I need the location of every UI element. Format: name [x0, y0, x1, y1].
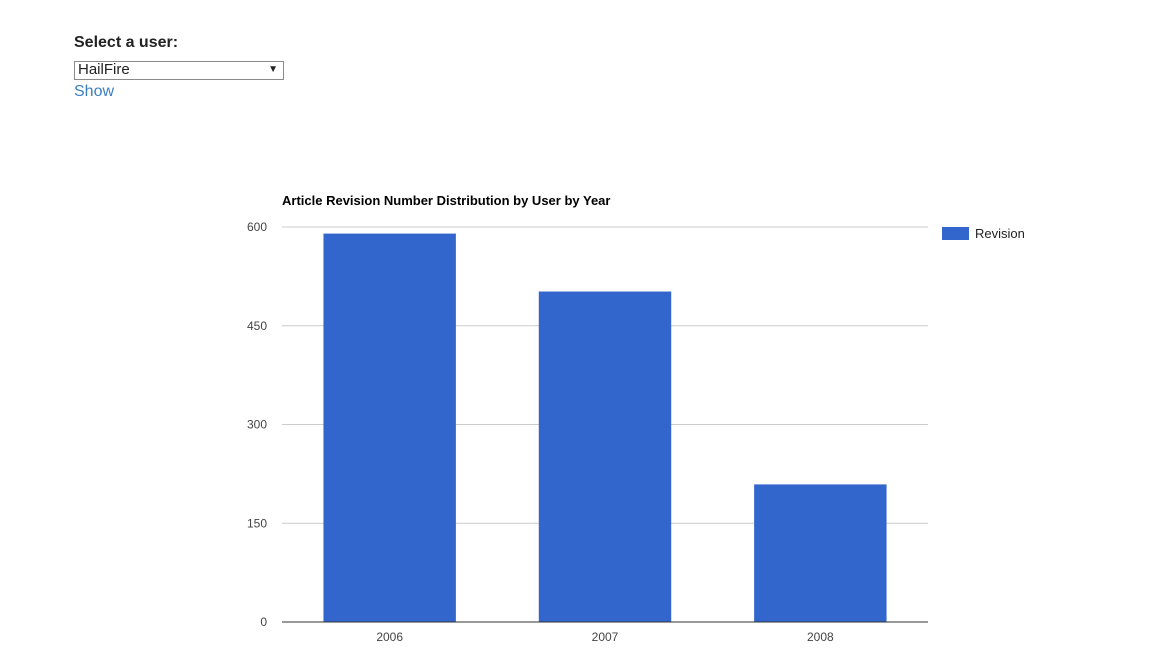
- x-tick-label: 2007: [592, 630, 619, 644]
- bar-2006: [323, 233, 456, 623]
- y-tick-label: 450: [247, 319, 267, 333]
- selected-user-value: HailFire: [78, 61, 130, 78]
- y-tick-label: 0: [260, 615, 267, 629]
- legend-label-revision: Revision: [975, 226, 1025, 241]
- x-axis-ticks: 2006 2007 2008: [376, 630, 834, 644]
- select-user-label: Select a user:: [74, 34, 179, 51]
- x-tick-label: 2008: [807, 630, 834, 644]
- y-tick-label: 150: [247, 516, 267, 530]
- bar-2008: [754, 484, 887, 622]
- x-tick-label: 2006: [376, 630, 403, 644]
- y-axis-ticks: 0 150 300 450 600: [247, 220, 267, 629]
- bars: [323, 233, 887, 623]
- legend: Revision: [942, 226, 1025, 241]
- bar-2007: [538, 291, 672, 622]
- y-tick-label: 300: [247, 418, 267, 432]
- legend-swatch-revision: [942, 227, 969, 240]
- dropdown-arrow-icon: ▼: [268, 64, 278, 75]
- user-form: Select a user: HailFire ▼ Show: [74, 33, 284, 101]
- show-link[interactable]: Show: [74, 83, 115, 100]
- user-select-dropdown[interactable]: HailFire ▼: [74, 61, 284, 80]
- y-tick-label: 600: [247, 220, 267, 234]
- chart-title: Article Revision Number Distribution by …: [282, 193, 610, 208]
